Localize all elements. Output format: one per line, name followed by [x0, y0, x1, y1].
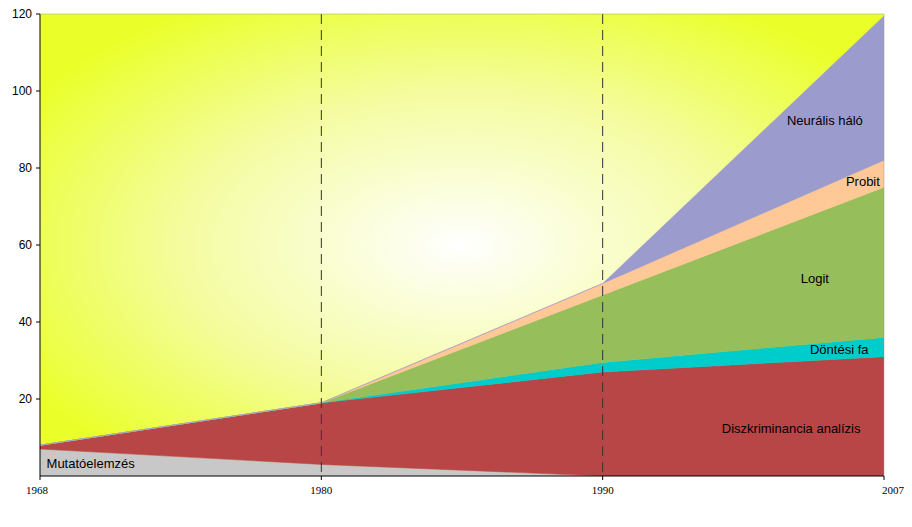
series-label: Mutatóelemzés	[47, 456, 136, 471]
x-tick-label: 1968	[26, 484, 49, 496]
series-label: Neurális háló	[787, 113, 863, 128]
separator	[602, 14, 603, 476]
x-tick	[321, 476, 322, 480]
x-tick-label: 1980	[310, 484, 333, 496]
y-tick	[36, 245, 40, 246]
y-tick-label: 80	[19, 161, 33, 175]
areas	[40, 16, 884, 476]
plot-background	[40, 14, 884, 476]
x-tick	[884, 476, 885, 480]
x-tick-label: 2007	[882, 484, 905, 496]
y-tick	[36, 168, 40, 169]
y-tick-label: 60	[19, 238, 33, 252]
series-label: Logit	[801, 271, 830, 286]
plot-frame	[40, 14, 884, 15]
y-tick	[36, 322, 40, 323]
separator	[321, 14, 322, 476]
area	[40, 16, 884, 445]
x-axis	[40, 476, 884, 477]
y-tick-label: 100	[12, 84, 32, 98]
x-tick-label: 1990	[592, 484, 615, 496]
chart: 20 40 60 80 100 120 1968 1980 1990 2007 Mutatóelem…	[0, 0, 912, 527]
x-tick	[40, 476, 41, 480]
series-label: Döntési fa	[810, 342, 869, 357]
y-tick-label: 40	[19, 315, 33, 329]
y-tick	[36, 14, 40, 15]
series-label: Diszkriminancia analízis	[722, 421, 861, 436]
plot-frame	[884, 14, 885, 476]
y-tick-label: 20	[19, 392, 33, 406]
x-tick	[602, 476, 603, 480]
y-tick	[36, 399, 40, 400]
y-tick	[36, 91, 40, 92]
series-label: Probit	[846, 174, 880, 189]
y-tick-label: 120	[12, 7, 32, 21]
